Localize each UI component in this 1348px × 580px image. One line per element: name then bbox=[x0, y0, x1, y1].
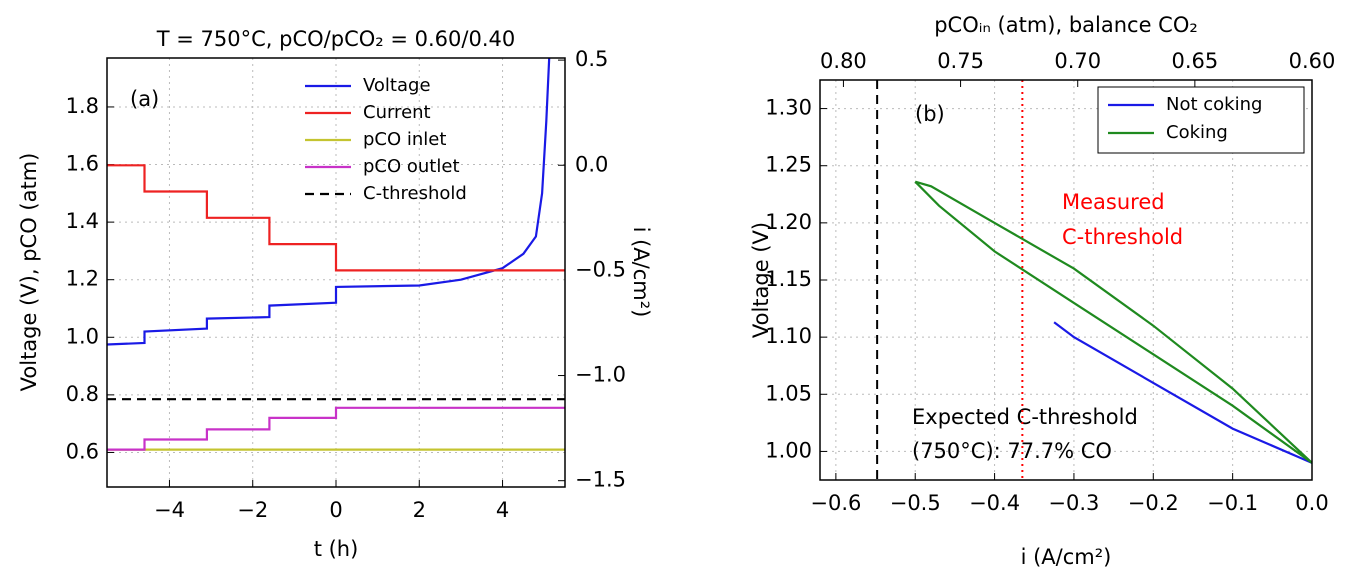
y-tick-label: 1.30 bbox=[765, 96, 812, 120]
y-tick-label: 1.05 bbox=[765, 381, 812, 405]
x-tick-label: 2 bbox=[413, 498, 426, 522]
y-tick-label: 1.20 bbox=[765, 210, 812, 234]
legend-label: Current bbox=[363, 102, 431, 123]
legend-label: Voltage bbox=[363, 75, 431, 96]
y-axis-label: Voltage (V) bbox=[749, 222, 773, 338]
x-axis-label: i (A/cm²) bbox=[1021, 545, 1112, 569]
x-tick-label: −4 bbox=[154, 498, 185, 522]
x-tick-label: −0.1 bbox=[1207, 491, 1258, 515]
x-tick-label: 0 bbox=[329, 498, 342, 522]
y2-tick-label: 0.0 bbox=[575, 152, 608, 176]
legend-label: Not coking bbox=[1166, 94, 1262, 115]
y-axis-label: Voltage (V), pCO (atm) bbox=[17, 153, 41, 392]
legend-label: pCO inlet bbox=[363, 129, 446, 150]
series-line bbox=[1053, 321, 1312, 464]
legend-label: C-threshold bbox=[363, 183, 467, 204]
y-tick-label: 0.6 bbox=[66, 439, 99, 463]
plot-area bbox=[107, 58, 565, 451]
legend-label: pCO outlet bbox=[363, 156, 460, 177]
x2-tick-label: 0.60 bbox=[1289, 49, 1336, 73]
y-tick-label: 1.6 bbox=[66, 152, 99, 176]
axes-frame bbox=[819, 79, 1313, 481]
x-tick-label: −0.4 bbox=[969, 491, 1020, 515]
y2-tick-label: −1.5 bbox=[575, 468, 626, 492]
plot-area bbox=[914, 180, 1312, 464]
x-tick-label: −0.6 bbox=[810, 491, 861, 515]
series-line bbox=[107, 58, 551, 346]
x2-tick-label: 0.75 bbox=[937, 49, 984, 73]
y2-tick-label: −0.5 bbox=[575, 257, 626, 281]
x-tick-label: −2 bbox=[237, 498, 268, 522]
legend-label: Coking bbox=[1166, 122, 1228, 143]
y2-tick-label: −1.0 bbox=[575, 363, 626, 387]
x-axis-label: t (h) bbox=[314, 537, 359, 561]
legend-frame bbox=[1097, 86, 1305, 154]
x-tick-label: −0.3 bbox=[1048, 491, 1099, 515]
y-tick-label: 1.2 bbox=[66, 267, 99, 291]
chart-title: T = 750°C, pCO/pCO₂ = 0.60/0.40 bbox=[156, 27, 515, 51]
y-tick-label: 1.10 bbox=[765, 324, 812, 348]
y-tick-label: 1.8 bbox=[66, 94, 99, 118]
annotation: Measured bbox=[1062, 190, 1165, 214]
panel-label: (a) bbox=[130, 87, 159, 111]
y2-tick-label: 0.5 bbox=[575, 47, 608, 71]
annotation: (750°C): 77.7% CO bbox=[912, 439, 1112, 463]
annotation: Expected C-threshold bbox=[912, 405, 1138, 429]
series-line bbox=[107, 164, 565, 272]
y-tick-label: 1.4 bbox=[66, 209, 99, 233]
y-tick-label: 1.15 bbox=[765, 267, 812, 291]
x2-tick-label: 0.65 bbox=[1171, 49, 1218, 73]
y-tick-label: 1.0 bbox=[66, 324, 99, 348]
x2-tick-label: 0.80 bbox=[820, 49, 867, 73]
x2-tick-label: 0.70 bbox=[1054, 49, 1101, 73]
x-tick-label: 0.0 bbox=[1295, 491, 1328, 515]
y-tick-label: 1.00 bbox=[765, 438, 812, 462]
y2-axis-label: i (A/cm²) bbox=[629, 227, 653, 318]
series-line bbox=[107, 406, 565, 451]
x-tick-label: −0.5 bbox=[890, 491, 941, 515]
x-tick-label: −0.2 bbox=[1128, 491, 1179, 515]
y-tick-label: 1.25 bbox=[765, 153, 812, 177]
panel-label: (b) bbox=[915, 102, 945, 126]
y-tick-label: 0.8 bbox=[66, 382, 99, 406]
series-line bbox=[914, 180, 1312, 464]
annotation: C-threshold bbox=[1062, 225, 1183, 249]
x-tick-label: 4 bbox=[496, 498, 509, 522]
x2-axis-label: pCOᵢₙ (atm), balance CO₂ bbox=[934, 13, 1198, 37]
axes-frame bbox=[106, 57, 566, 488]
